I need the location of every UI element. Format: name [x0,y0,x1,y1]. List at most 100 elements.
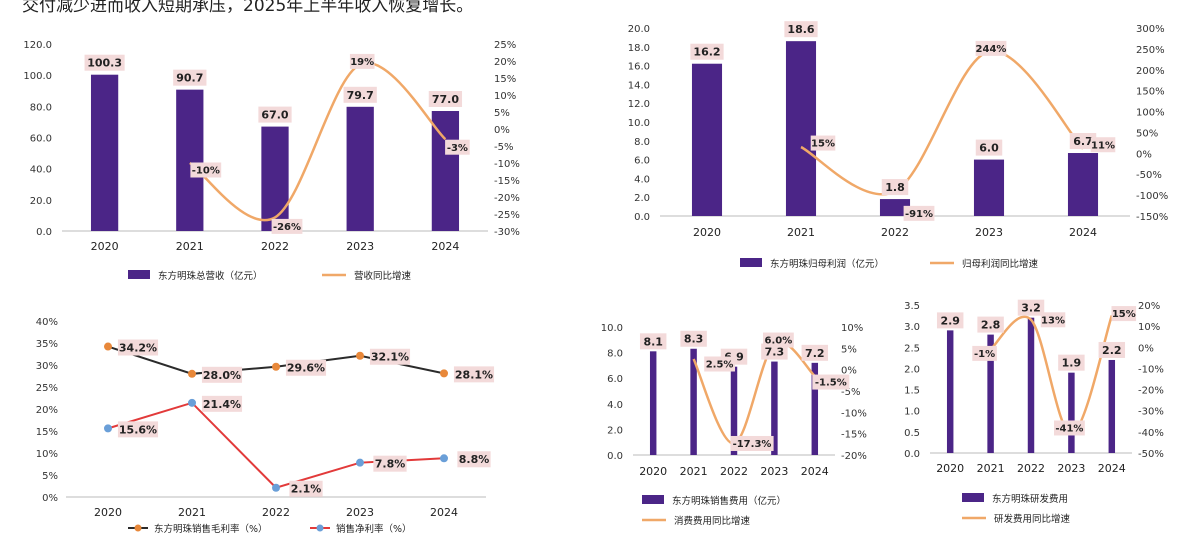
y-left-tick-label: 10.0 [601,323,623,334]
bar-value-label-bg [84,54,125,71]
y-right-tick-label: -10% [494,159,520,170]
y-right-tick-label: 0% [841,366,857,377]
y-left-tick-label: 2.0 [607,425,623,436]
y-right-tick-label: 25% [494,40,516,51]
y-right-tick-label: 50% [1136,128,1158,139]
bar-value-label: 2.9 [940,314,960,327]
bar [176,89,204,231]
y-right-tick-label: -20% [841,451,867,462]
legend-bar-label: 东方明珠销售费用（亿元） [672,495,786,507]
x-tick-label: 2024 [801,465,829,478]
legend-bar-label: 东方明珠研发费用 [992,493,1068,505]
point-value-label-bg [453,366,495,383]
line-value-label: -41% [1055,424,1083,435]
line-value-label-bg [190,162,222,178]
y-right-tick-label: -10% [1138,364,1164,375]
line-value-label-bg [1111,306,1137,322]
y-right-tick-label: 20% [1138,301,1160,312]
y-right-tick-label: -20% [494,193,520,204]
bar-value-label-bg [801,344,829,361]
bar [1027,317,1035,453]
y-tick-label: 40% [36,317,58,328]
bar-value-label-bg [258,106,292,123]
bar-value-label: 7.3 [765,346,785,359]
bar-value-label-bg [1017,299,1045,316]
y-left-tick-label: 0.5 [904,428,920,439]
x-tick-label: 2024 [1069,226,1097,239]
y-left-tick-label: 16.0 [628,62,650,73]
point-value-label-bg [117,421,159,438]
bar [785,41,817,216]
bar [649,351,657,455]
x-tick-label: 2021 [787,226,815,239]
y-right-tick-label: 250% [1136,45,1165,56]
y-right-tick-label: -5% [494,142,513,153]
x-tick-label: 2023 [346,240,374,253]
legend-bar-swatch [740,258,762,267]
y-left-tick-label: 2.0 [904,364,920,375]
point-value-label: 34.2% [119,341,157,354]
y-left-tick-label: 0.0 [904,449,920,460]
line-value-label-bg [1054,420,1085,436]
bar-value-label-bg [936,312,964,329]
line-value-label-bg [975,40,1007,56]
point-value-label-bg [373,455,407,472]
bar-value-label: 2.8 [981,319,1001,332]
bar [946,330,954,453]
x-tick-label: 2020 [693,226,721,239]
y-tick-label: 25% [36,383,58,394]
y-right-tick-label: 10% [494,91,516,102]
x-tick-label: 2021 [178,506,206,519]
bar [771,361,778,455]
line-value-label-bg [1040,312,1066,328]
y-right-tick-label: 200% [1136,66,1165,77]
y-right-tick-label: 150% [1136,87,1165,98]
y-right-tick-label: -15% [494,176,520,187]
point-value-label-bg [289,480,323,497]
bar-value-label: 16.2 [693,46,720,59]
line-value-label-bg [704,356,735,372]
y-left-tick-label: 6.0 [634,156,650,167]
bar-value-label: 7.2 [805,347,825,360]
x-tick-label: 2023 [346,506,374,519]
bar-value-label-bg [680,330,707,347]
bar [811,362,819,455]
x-tick-label: 2022 [1017,462,1045,475]
line-value-label-bg [1090,137,1116,153]
y-tick-label: 35% [36,339,58,350]
legend-line-label: 研发费用同比增速 [994,513,1071,525]
y-left-tick-label: 8.0 [607,349,623,360]
bar-value-label-bg [881,179,909,196]
y-left-tick-label: 60.0 [30,134,52,145]
legend-label: 东方明珠销售毛利率（%） [154,523,268,535]
line-value-label: 244% [976,44,1007,55]
line-value-label: 2.5% [706,360,734,371]
y-left-tick-label: 100.0 [23,71,52,82]
line-value-label: 15% [811,139,835,150]
line-value-label-bg [349,53,375,69]
line-value-label: -3% [447,143,468,154]
bar-value-label: 77.0 [432,93,459,106]
bar [691,63,723,216]
bar-value-label: 3.2 [1021,302,1041,315]
y-left-tick-label: 4.0 [607,400,623,411]
point-value-label-bg [285,359,327,376]
series-line [189,61,447,222]
bar-value-label: 1.9 [1062,357,1082,370]
y-right-tick-label: 15% [494,74,516,85]
point-value-label: 28.1% [455,368,493,381]
y-right-tick-label: 5% [494,108,510,119]
bar-value-label-bg [639,333,667,350]
line-value-label-bg [445,139,470,155]
point-value-label-bg [457,451,491,468]
y-right-tick-label: -150% [1136,212,1168,223]
y-left-tick-label: 20.0 [628,24,650,35]
line-value-label: -10% [192,166,220,177]
y-tick-label: 30% [36,361,58,372]
x-tick-label: 2023 [760,465,788,478]
y-tick-label: 10% [36,449,58,460]
y-tick-label: 15% [36,427,58,438]
bar-value-label: 6.7 [1073,135,1093,148]
y-right-tick-label: 0% [494,125,510,136]
